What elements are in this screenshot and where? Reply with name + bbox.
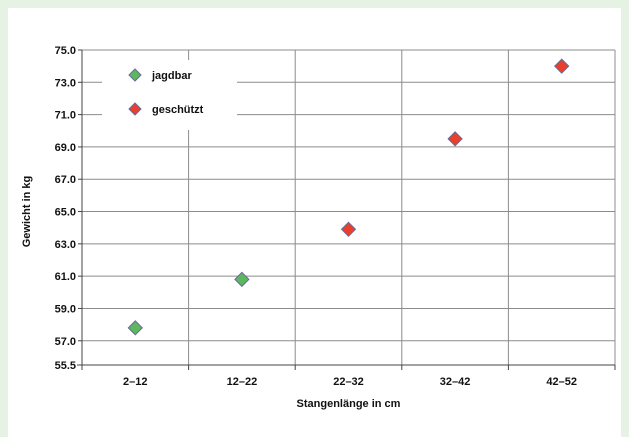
y-tick-labels: 55.5 57.0 59.0 61.0 63.0 65.0 67.0 69.0 71.0 73.0… <box>55 45 82 372</box>
legend-label: jagdbar <box>151 70 192 82</box>
data-point <box>553 58 570 74</box>
legend-marker <box>128 68 142 82</box>
y-tick-label: 55.5 <box>55 360 76 372</box>
y-tick-label: 69.0 <box>55 142 76 154</box>
data-point <box>340 221 357 238</box>
x-tick-label: 32–42 <box>440 376 471 388</box>
y-tick-label: 73.0 <box>55 77 76 89</box>
x-tick-label: 12–22 <box>227 376 258 388</box>
y-axis-title: Gewicht in kg <box>21 176 33 248</box>
y-tick-label: 61.0 <box>55 271 76 283</box>
legend-marker <box>128 102 142 116</box>
legend-label: geschützt <box>152 104 204 116</box>
data-point <box>234 271 250 288</box>
y-tick-label: 65.0 <box>55 207 76 219</box>
data-point <box>127 320 144 336</box>
x-tick-label: 2–12 <box>123 376 147 388</box>
x-tick-labels: 2–12 12–22 22–32 32–42 42–52 <box>81 365 616 388</box>
chart-panel: 55.5 57.0 59.0 61.0 63.0 65.0 67.0 69.0 71.0 73.0… <box>8 8 621 437</box>
x-axis-title: Stangenlänge in cm <box>297 398 401 410</box>
x-tick-label: 22–32 <box>333 376 364 388</box>
y-tick-label: 57.0 <box>55 336 76 348</box>
x-tick-label: 42–52 <box>546 376 577 388</box>
y-tick-label: 59.0 <box>55 303 76 315</box>
axes <box>77 50 615 370</box>
legend: jagdbar geschützt <box>102 60 237 130</box>
y-tick-label: 63.0 <box>55 239 76 251</box>
y-tick-label: 71.0 <box>55 110 76 122</box>
data-points <box>127 58 570 336</box>
y-tick-label: 75.0 <box>55 45 76 57</box>
data-point <box>447 131 463 147</box>
y-tick-label: 67.0 <box>55 174 76 186</box>
legend-box <box>102 60 237 130</box>
